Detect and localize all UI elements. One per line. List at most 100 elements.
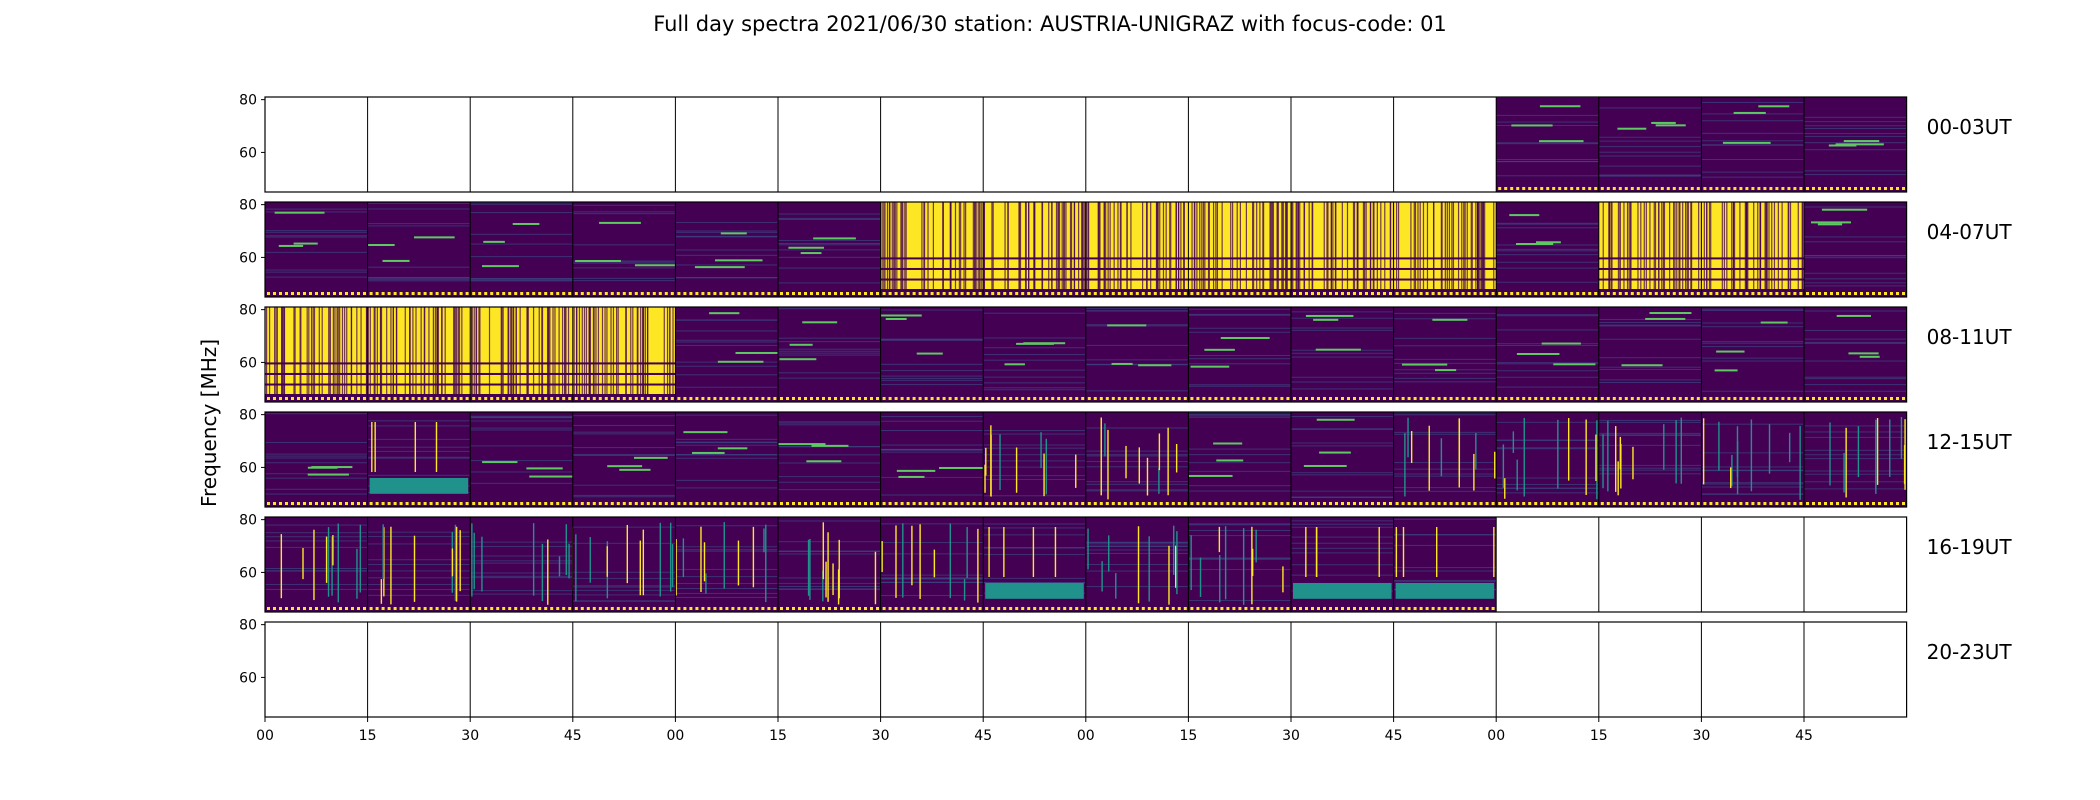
y-tick-label: 80: [239, 303, 257, 319]
segment-08-11UT-12: [1495, 307, 1599, 402]
y-tick-label: 60: [239, 145, 257, 161]
x-tick-label: 30: [461, 728, 479, 744]
segment-16-19UT-10: [1290, 517, 1394, 612]
segment-08-11UT-10: [1290, 307, 1394, 402]
x-tick-label: 30: [1692, 728, 1710, 744]
segment-08-11UT-3: [572, 307, 676, 402]
segment-00-03UT-14: [1700, 97, 1804, 192]
segment-04-07UT-7: [982, 202, 1086, 297]
segment-12-15UT-2: [469, 412, 575, 507]
x-tick-label: 00: [1487, 728, 1505, 744]
segment-00-03UT-4: [674, 97, 778, 192]
segment-20-23UT-5: [777, 622, 881, 717]
x-tick-label: 00: [256, 728, 274, 744]
segment-00-03UT-2: [469, 97, 573, 192]
y-tick-label: 80: [239, 408, 257, 424]
row-label: 12-15UT: [1927, 430, 2013, 454]
segment-20-23UT-6: [880, 622, 984, 717]
row-label: 08-11UT: [1927, 325, 2013, 349]
y-tick-label: 60: [239, 565, 257, 581]
segment-12-15UT-11: [1393, 412, 1497, 507]
segment-16-19UT-14: [1700, 517, 1804, 612]
segment-20-23UT-4: [674, 622, 778, 717]
segment-04-07UT-6: [880, 202, 984, 297]
segment-00-03UT-11: [1393, 97, 1497, 192]
segment-00-03UT-15: [1803, 97, 1907, 192]
segment-16-19UT-8: [1085, 517, 1189, 612]
segment-20-23UT-2: [469, 622, 573, 717]
y-tick-label: 60: [239, 460, 257, 476]
row-label: 00-03UT: [1927, 115, 2013, 139]
y-tick-label: 80: [239, 93, 257, 109]
segment-08-11UT-15: [1803, 307, 1907, 402]
segment-08-11UT-4: [674, 307, 778, 402]
segment-16-19UT-7: [982, 517, 1086, 612]
segment-12-15UT-7: [982, 412, 1086, 507]
segment-00-03UT-7: [982, 97, 1086, 192]
segment-20-23UT-8: [1085, 622, 1189, 717]
segment-12-15UT-14: [1700, 412, 1804, 507]
row-20-23UT: 80 60 20-23UT: [239, 618, 2012, 718]
segment-12-15UT-8: [1085, 412, 1189, 507]
segment-04-07UT-3: [572, 202, 678, 297]
segment-04-07UT-10: [1290, 202, 1395, 297]
segment-20-23UT-1: [367, 622, 471, 717]
segment-00-03UT-5: [777, 97, 881, 192]
segment-08-11UT-2: [469, 307, 573, 402]
segment-00-03UT-9: [1187, 97, 1291, 192]
y-tick-label: 60: [239, 355, 257, 371]
segment-16-19UT-0: [264, 517, 368, 612]
x-tick-label: 45: [564, 728, 582, 744]
segment-12-15UT-4: [674, 412, 778, 507]
y-tick-label: 80: [239, 618, 257, 634]
segment-00-03UT-8: [1085, 97, 1189, 192]
y-tick-label: 60: [239, 250, 257, 266]
segment-12-15UT-3: [572, 412, 676, 507]
segment-04-07UT-12: [1495, 202, 1599, 297]
segment-00-03UT-12: [1495, 97, 1599, 192]
chart-title: Full day spectra 2021/06/30 station: AUS…: [653, 12, 1447, 36]
segment-20-23UT-3: [572, 622, 676, 717]
row-16-19UT: 80 60 16-19UT: [239, 513, 2012, 613]
segment-00-03UT-0: [264, 97, 368, 192]
segment-12-15UT-0: [264, 412, 368, 507]
segment-12-15UT-12: [1495, 412, 1599, 507]
row-label: 04-07UT: [1927, 220, 2013, 244]
x-tick-label: 00: [1077, 728, 1095, 744]
segment-00-03UT-10: [1290, 97, 1394, 192]
y-tick-label: 80: [239, 198, 257, 214]
segment-20-23UT-13: [1598, 622, 1702, 717]
segment-12-15UT-10: [1290, 412, 1394, 507]
segment-12-15UT-5: [777, 412, 881, 507]
segment-08-11UT-14: [1700, 307, 1804, 402]
segment-16-19UT-3: [572, 517, 676, 612]
segment-16-19UT-1: [367, 517, 471, 612]
segment-16-19UT-2: [469, 517, 574, 612]
segment-20-23UT-15: [1803, 622, 1907, 717]
segment-16-19UT-4: [674, 517, 778, 612]
segment-04-07UT-5: [777, 202, 881, 297]
row-12-15UT: 80 60 12-15UT: [239, 408, 2013, 508]
segment-20-23UT-9: [1187, 622, 1291, 717]
x-tick-label: 30: [1282, 728, 1300, 744]
segment-08-11UT-7: [982, 307, 1086, 402]
segment-08-11UT-11: [1393, 307, 1497, 402]
segment-04-07UT-8: [1085, 202, 1189, 297]
segment-20-23UT-7: [982, 622, 1086, 717]
segment-04-07UT-1: [367, 202, 471, 297]
segment-16-19UT-5: [777, 517, 881, 612]
segment-00-03UT-13: [1598, 97, 1702, 192]
x-tick-label: 45: [1385, 728, 1403, 744]
segment-16-19UT-9: [1187, 517, 1291, 612]
segment-20-23UT-14: [1700, 622, 1804, 717]
row-00-03UT: 80 60 00-03UT: [239, 93, 2013, 193]
segment-16-19UT-11: [1393, 517, 1497, 612]
segment-04-07UT-9: [1187, 202, 1291, 297]
segment-08-11UT-13: [1598, 307, 1702, 402]
segment-12-15UT-15: [1803, 412, 1907, 507]
segment-04-07UT-14: [1700, 202, 1804, 297]
segment-12-15UT-6: [880, 412, 986, 507]
segment-08-11UT-8: [1085, 307, 1189, 402]
segment-04-07UT-11: [1393, 202, 1497, 297]
segment-00-03UT-3: [572, 97, 676, 192]
